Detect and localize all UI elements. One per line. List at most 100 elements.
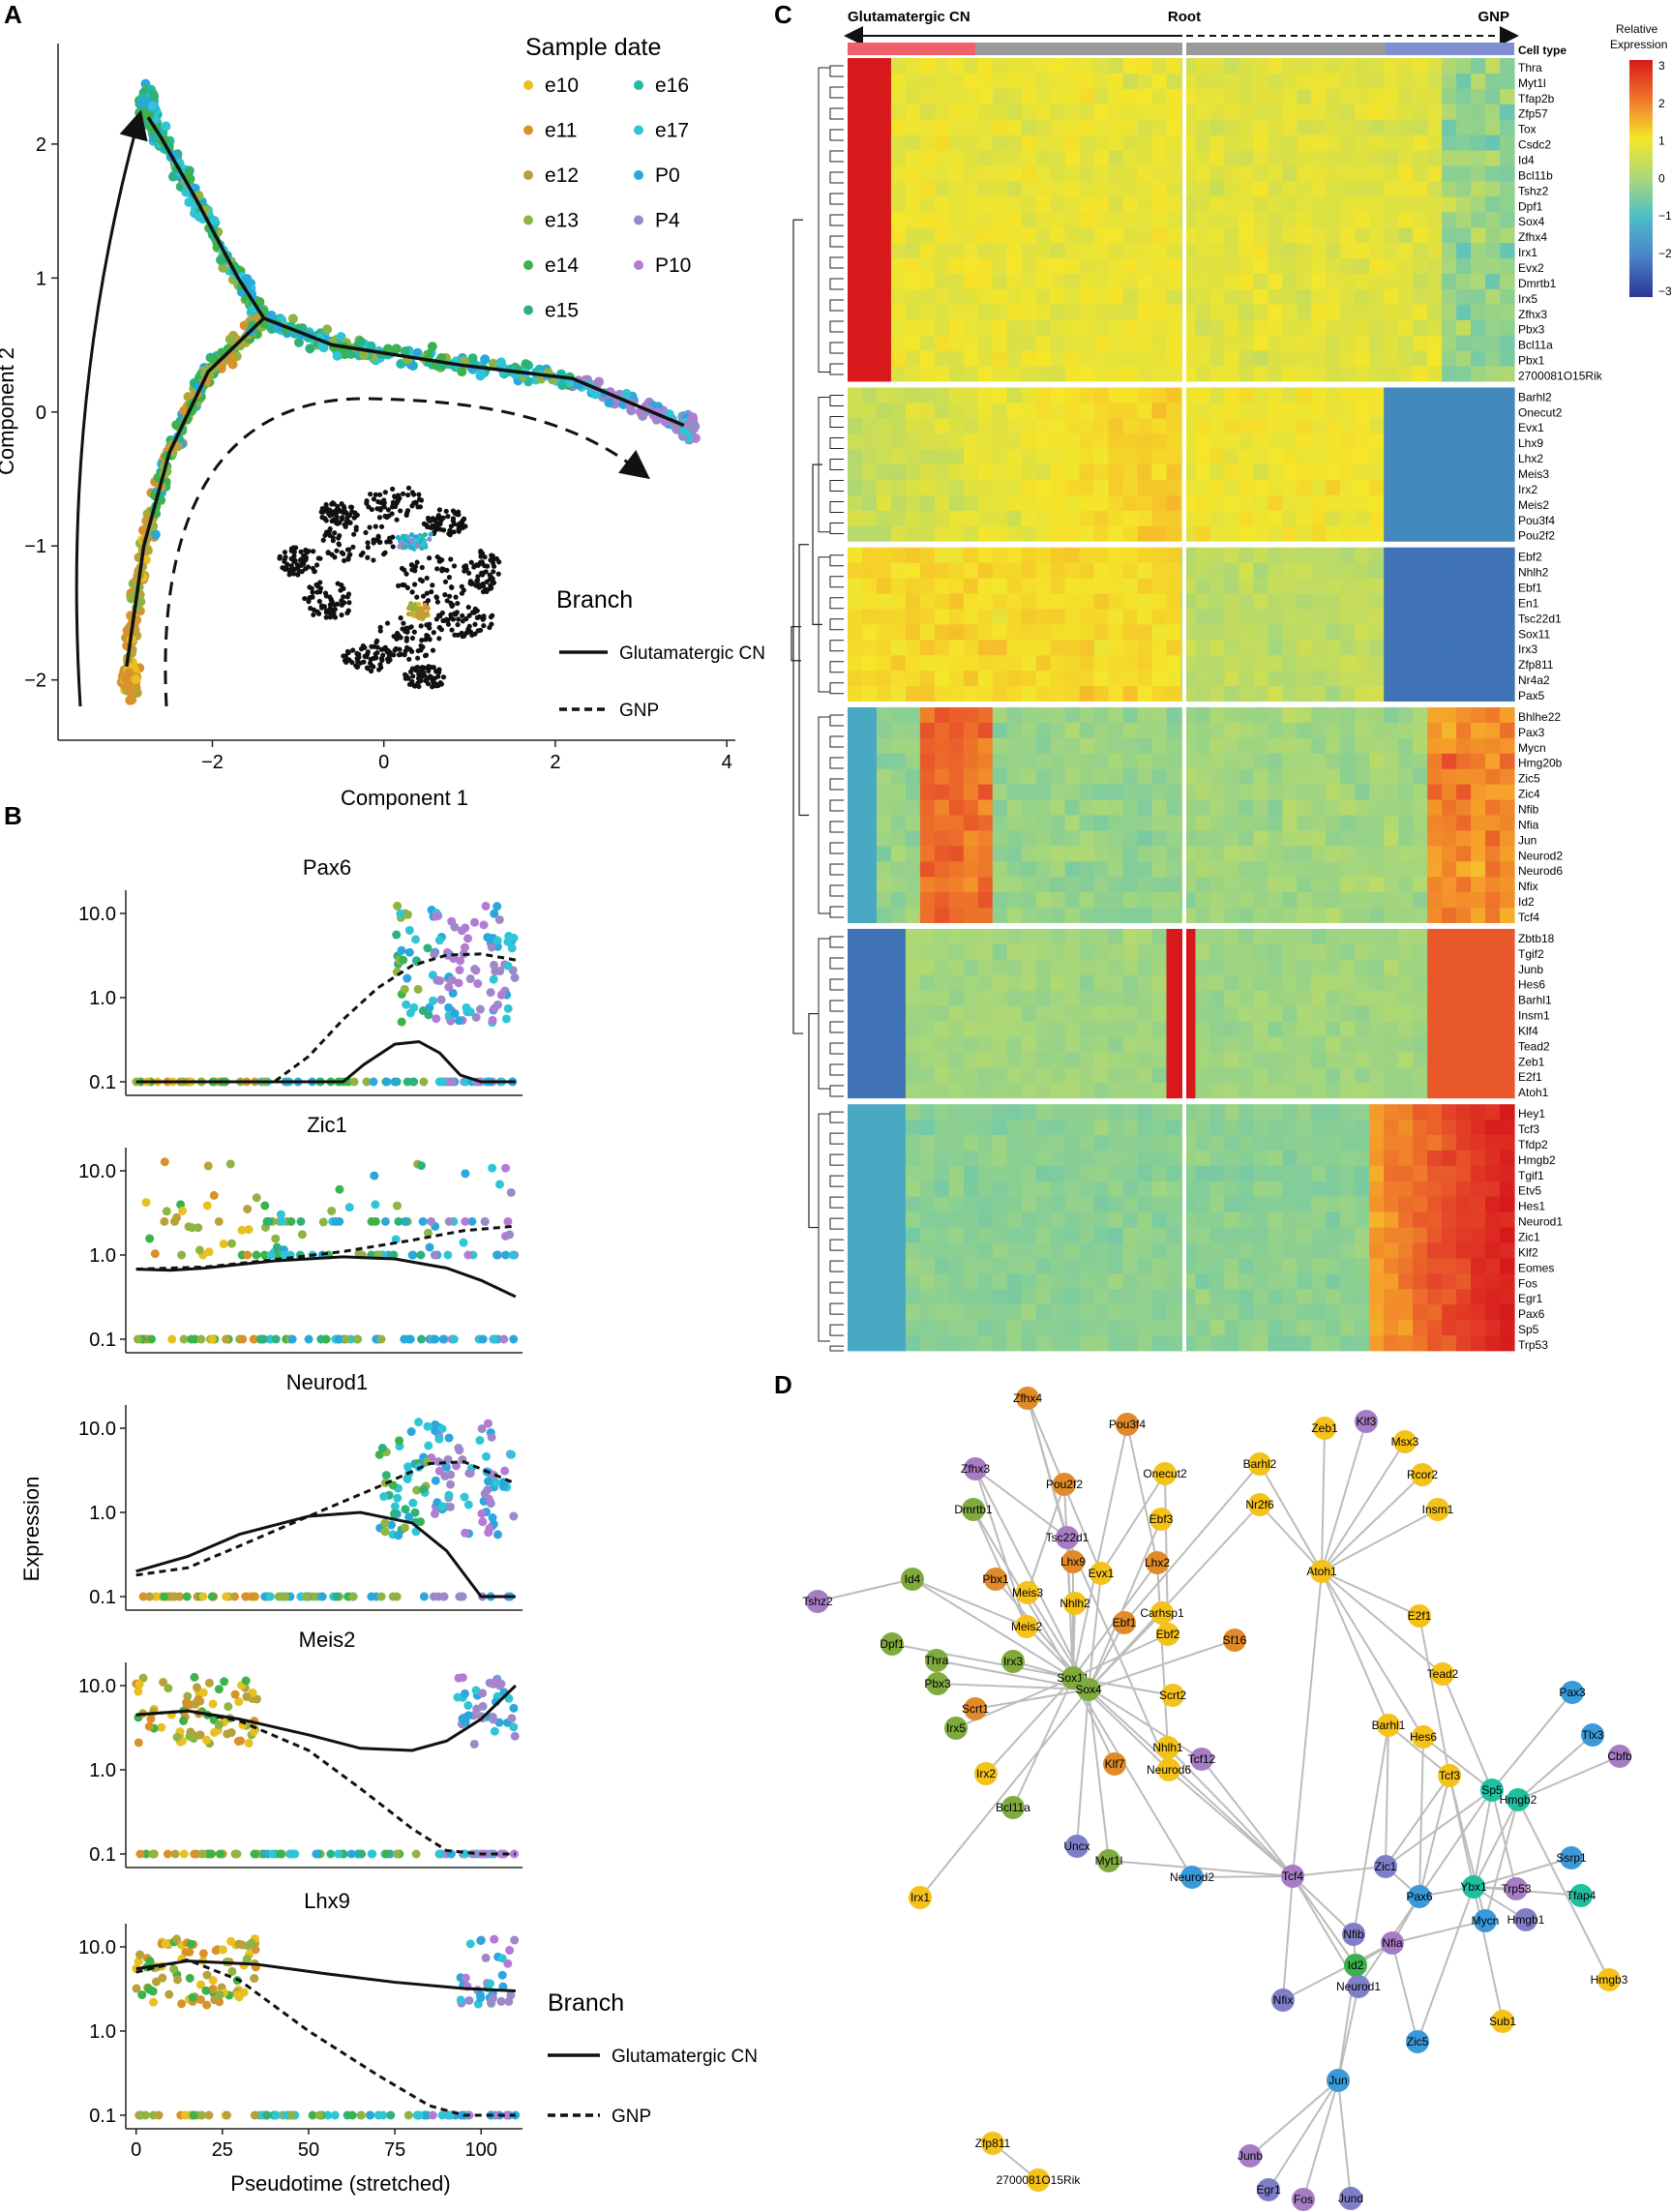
heatmap-cell	[1209, 707, 1226, 724]
tsne-point	[461, 516, 467, 522]
heatmap-cell	[1122, 212, 1139, 228]
heatmap-cell	[1035, 319, 1052, 337]
heatmap-cell	[1064, 104, 1081, 121]
heatmap-cell	[963, 593, 979, 610]
tsne-point	[402, 567, 407, 573]
heatmap-cell	[1035, 686, 1052, 702]
heatmap-cell	[1442, 350, 1457, 367]
heatmap-cell	[1471, 578, 1486, 594]
heatmap-row	[848, 165, 1515, 182]
tsne-point	[313, 562, 320, 568]
heatmap-cell	[1369, 243, 1385, 259]
heatmap-cell	[1500, 671, 1515, 687]
heatmap-cell	[905, 671, 921, 687]
heatmap-cell	[1195, 578, 1211, 594]
expression-point	[257, 1334, 267, 1344]
heatmap-cell	[1398, 464, 1414, 481]
heatmap-cell	[1050, 150, 1066, 166]
heatmap-cell	[1427, 366, 1443, 382]
heatmap-cell	[1413, 335, 1428, 352]
heatmap-cell	[1238, 624, 1254, 641]
heatmap-cell	[977, 273, 994, 290]
heatmap-cell	[1485, 418, 1501, 434]
heatmap-cell	[1195, 562, 1211, 579]
heatmap-cell	[1093, 119, 1110, 136]
heatmap-cell	[1093, 510, 1110, 527]
expression-point	[444, 1433, 454, 1443]
heatmap-cell	[1238, 480, 1254, 496]
heatmap-cell	[1093, 258, 1110, 275]
heatmap-cell	[1355, 464, 1370, 481]
heatmap-cell	[1079, 510, 1095, 527]
heatmap-cell	[1340, 181, 1356, 197]
heatmap-cell	[1456, 150, 1472, 166]
heatmap-cell	[876, 135, 892, 151]
heatmap-cell	[905, 578, 921, 594]
expression-point	[491, 1478, 500, 1487]
heatmap-cell	[1050, 671, 1066, 687]
tsne-point	[425, 680, 432, 687]
heatmap-cell	[1398, 58, 1414, 75]
heatmap-cell	[1108, 686, 1124, 702]
expression-point	[214, 1216, 224, 1226]
heatmap-cell	[948, 58, 965, 75]
expression-point	[250, 2110, 259, 2120]
tsne-point	[491, 580, 497, 585]
heatmap-cell	[1035, 578, 1052, 594]
heatmap-cell	[1253, 58, 1268, 75]
heatmap-cell	[1006, 403, 1023, 419]
heatmap-cell	[1253, 525, 1268, 543]
heatmap-cell	[1282, 227, 1298, 244]
cell-point	[135, 596, 146, 607]
heatmap-cell	[1500, 387, 1515, 404]
heatmap-cell	[1456, 119, 1472, 136]
heatmap-cell	[890, 593, 907, 610]
tsne-point	[398, 635, 403, 641]
cell-point	[224, 334, 235, 344]
heatmap-cell	[1253, 624, 1268, 641]
heatmap-cell	[1238, 350, 1254, 367]
heatmap-cell	[1079, 640, 1095, 656]
expression-point	[509, 1334, 519, 1344]
heatmap-cell	[1485, 433, 1501, 450]
heatmap-cell	[1050, 464, 1066, 481]
heatmap-cell	[1209, 609, 1226, 625]
heatmap-cell	[1035, 494, 1052, 512]
heatmap-cell	[1297, 562, 1312, 579]
heatmap-cell	[948, 304, 965, 321]
heatmap-cell	[1079, 227, 1095, 244]
heatmap-cell	[1035, 562, 1052, 579]
heatmap-cell	[1224, 480, 1240, 496]
heatmap-cell	[919, 609, 936, 625]
heatmap-cell	[1253, 119, 1268, 136]
expression-point	[201, 1986, 211, 1995]
heatmap-cell	[890, 350, 907, 367]
heatmap-cell	[919, 480, 936, 496]
heatmap-row	[848, 387, 1515, 404]
heatmap-cell	[905, 686, 921, 702]
heatmap-cell	[1195, 655, 1211, 672]
heatmap-cell	[1413, 387, 1428, 404]
heatmap-cell	[1166, 104, 1182, 121]
tsne-point	[391, 502, 397, 509]
heatmap-cell	[905, 288, 921, 306]
heatmap-cell	[1064, 655, 1081, 672]
heatmap-cell	[934, 350, 950, 367]
heatmap-cell	[948, 366, 965, 382]
heatmap-cell	[861, 464, 878, 481]
heatmap-cell	[1311, 150, 1327, 166]
expression-point	[395, 1436, 404, 1446]
heatmap-cell	[992, 609, 1008, 625]
expression-point	[481, 1953, 491, 1962]
tsne-point	[354, 512, 360, 518]
heatmap-cell	[1471, 88, 1486, 105]
heatmap-cell	[1471, 403, 1486, 419]
expression-point	[461, 1216, 470, 1226]
heatmap-cell	[861, 104, 878, 121]
heatmap-cell	[1122, 273, 1139, 290]
heatmap-cell	[963, 243, 979, 259]
heatmap-cell	[1471, 480, 1486, 496]
heatmap-cell	[919, 387, 936, 404]
heatmap-cell	[1413, 58, 1428, 75]
tsne-point	[405, 485, 412, 491]
